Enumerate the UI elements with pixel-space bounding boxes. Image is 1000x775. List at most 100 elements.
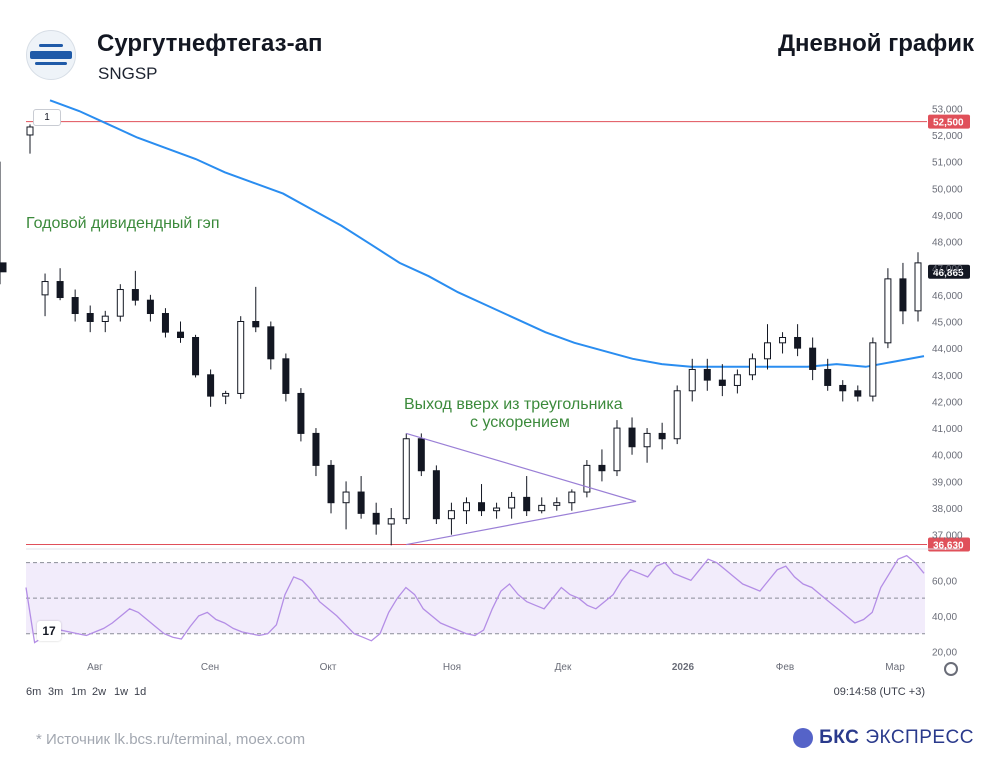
candle	[447, 502, 455, 535]
candle-body	[207, 374, 215, 397]
price-level-label: 52,500	[933, 118, 964, 129]
x-tick-label: Окт	[320, 662, 337, 673]
candle-body	[643, 432, 651, 448]
candle	[508, 492, 516, 519]
candle	[583, 460, 591, 498]
annotation-dividend-gap: Годовой дивидендный гэп	[26, 215, 219, 232]
candle	[748, 353, 756, 381]
candle-body	[282, 358, 290, 394]
candle	[688, 358, 696, 402]
annotation-acceleration: с ускорением	[470, 414, 570, 431]
y-tick-label: 51,000	[932, 158, 963, 169]
candle	[553, 497, 561, 511]
x-tick-label: Авг	[87, 662, 103, 673]
timeframe-1d[interactable]: 1d	[134, 686, 147, 698]
candle-body	[794, 336, 802, 349]
candle	[267, 321, 275, 370]
candle-body	[748, 358, 756, 376]
price-pane	[26, 103, 925, 548]
rsi-line	[25, 554, 925, 644]
candle	[839, 380, 847, 402]
candle	[462, 497, 470, 525]
candle-body	[402, 438, 410, 520]
candle	[116, 284, 124, 322]
candle	[794, 324, 802, 357]
candle	[71, 289, 79, 322]
candle	[538, 497, 546, 514]
candle	[779, 332, 787, 354]
candle-body	[146, 299, 154, 315]
candle-body	[252, 321, 260, 328]
candle	[417, 433, 425, 477]
rsi-tick-label: 20,00	[932, 647, 957, 658]
timeframe-1w[interactable]: 1w	[114, 686, 129, 698]
candle-body	[809, 347, 817, 370]
candle	[372, 502, 380, 535]
candle-body	[478, 502, 486, 512]
rsi-tick-label: 40,00	[932, 612, 957, 623]
price-level-label: 36,630	[933, 541, 964, 552]
candle-body	[297, 392, 305, 434]
x-tick-label: Фев	[776, 662, 794, 673]
candle	[146, 294, 154, 322]
candle-body	[733, 374, 741, 386]
candle-body	[432, 470, 440, 520]
candle	[161, 308, 169, 338]
candle	[568, 489, 576, 511]
y-tick-label: 49,000	[932, 211, 963, 222]
y-tick-label: 52,000	[932, 131, 963, 142]
candle	[252, 286, 260, 333]
candle-body	[417, 438, 425, 472]
candle-body	[703, 368, 711, 381]
y-tick-label: 46,000	[932, 291, 963, 302]
candle	[718, 364, 726, 397]
candle	[598, 449, 606, 482]
tradingview-logo: 17	[37, 621, 61, 641]
price-level-tag	[928, 114, 970, 129]
settings-gear-icon[interactable]	[944, 662, 958, 676]
candle	[26, 124, 34, 154]
y-tick-label: 44,000	[932, 344, 963, 355]
brand-logo: БКС ЭКСПРЕСС	[793, 727, 974, 749]
candle	[207, 369, 215, 407]
timeframe-6m[interactable]: 6m	[26, 686, 42, 698]
candle-body	[658, 432, 666, 440]
brand-dot-icon	[793, 728, 814, 748]
candle	[192, 334, 200, 378]
x-tick-label: 2026	[672, 662, 695, 673]
candle-body	[688, 368, 696, 392]
candle	[824, 358, 832, 391]
candle-body	[839, 384, 847, 392]
level-badge[interactable]: 1	[33, 109, 61, 126]
candle	[763, 324, 771, 370]
candle-body	[523, 496, 531, 512]
candle-body	[583, 464, 591, 493]
candle	[478, 484, 486, 517]
candle-body	[86, 313, 94, 323]
timeframe-2w[interactable]: 2w	[92, 686, 107, 698]
company-logo	[26, 30, 76, 80]
y-tick-label: 37,000	[932, 531, 963, 542]
candle-body	[56, 281, 64, 299]
candle	[312, 428, 320, 477]
y-tick-label: 53,000	[932, 104, 963, 115]
candle	[854, 385, 862, 402]
candle-body	[779, 336, 787, 344]
x-tick-label: Дек	[555, 662, 572, 673]
candle	[613, 420, 621, 477]
candle-body	[312, 432, 320, 466]
brand-prefix: БКС	[819, 727, 860, 748]
candle	[41, 273, 49, 317]
rsi-tick-label: 60,00	[932, 576, 957, 587]
price-level-tag	[928, 537, 970, 552]
candle	[282, 353, 290, 402]
y-tick-label: 43,000	[932, 371, 963, 382]
candle	[884, 268, 892, 349]
company-name: Сургутнефтегаз-ап	[97, 30, 323, 57]
timeframe-1m[interactable]: 1m	[71, 686, 87, 698]
timeframe-3m[interactable]: 3m	[48, 686, 64, 698]
candle	[387, 508, 395, 546]
brand-suffix: ЭКСПРЕСС	[865, 727, 974, 748]
candle-body	[493, 507, 501, 512]
